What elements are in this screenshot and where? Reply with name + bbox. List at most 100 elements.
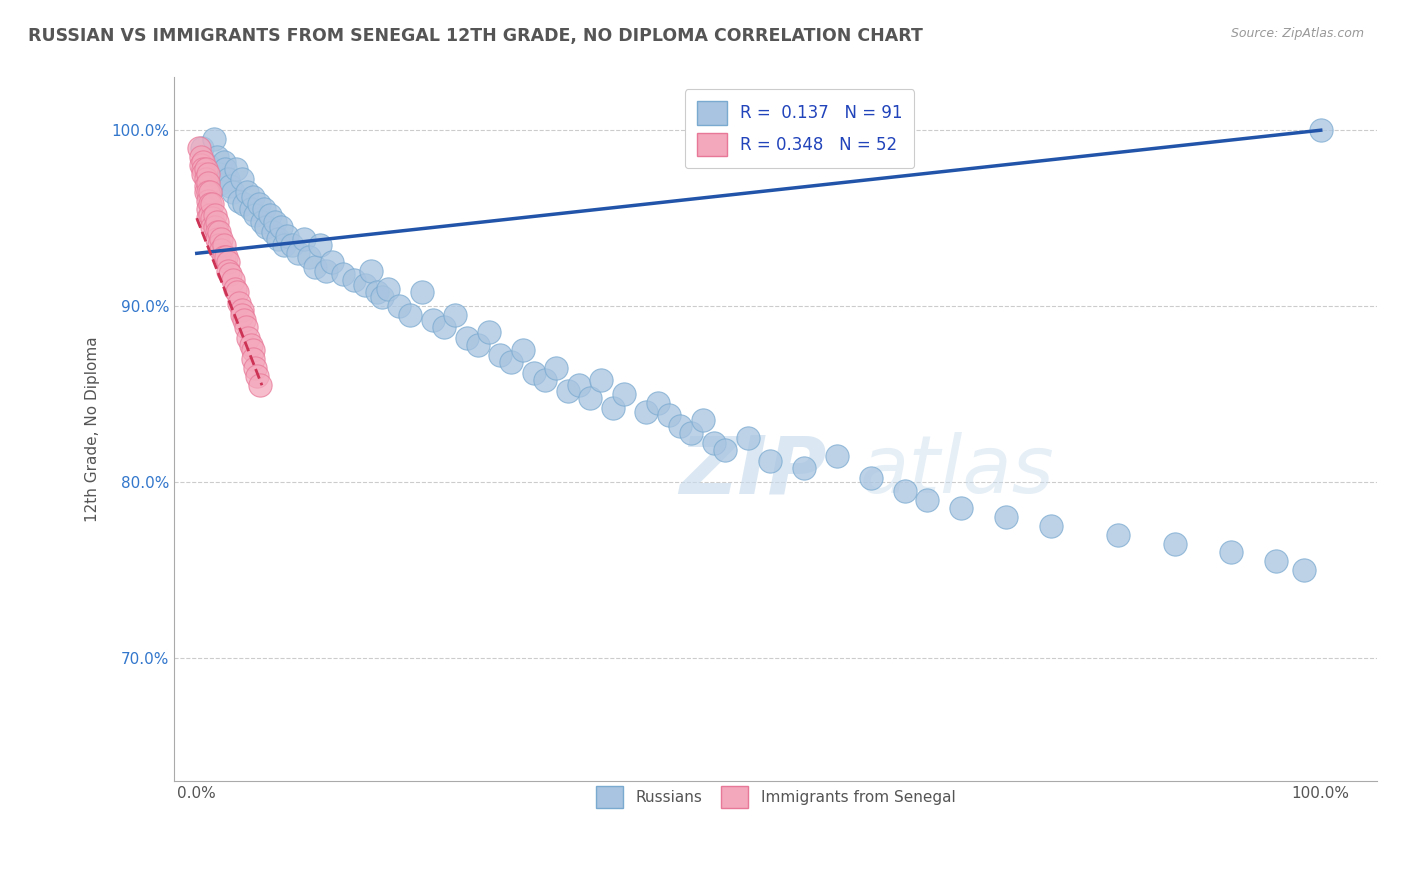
Point <box>534 373 557 387</box>
Point <box>591 373 613 387</box>
Point <box>208 225 231 239</box>
Point <box>489 348 512 362</box>
Point <box>388 299 411 313</box>
Point <box>197 176 219 190</box>
Point <box>669 418 692 433</box>
Point <box>200 197 222 211</box>
Point <box>242 343 264 357</box>
Point <box>201 219 224 234</box>
Point <box>270 219 292 234</box>
Text: atlas: atlas <box>860 433 1054 510</box>
Point <box>478 326 501 340</box>
Point <box>259 208 281 222</box>
Point <box>197 158 219 172</box>
Point <box>188 141 211 155</box>
Point <box>217 264 239 278</box>
Point <box>321 255 343 269</box>
Point <box>194 172 217 186</box>
Point <box>225 161 247 176</box>
Point <box>211 243 233 257</box>
Point <box>658 408 681 422</box>
Point <box>264 215 287 229</box>
Point <box>647 396 669 410</box>
Point <box>222 185 245 199</box>
Point <box>239 202 262 217</box>
Point <box>456 331 478 345</box>
Point <box>191 141 214 155</box>
Point <box>546 360 568 375</box>
Point <box>737 431 759 445</box>
Point <box>360 264 382 278</box>
Point <box>332 268 354 282</box>
Text: Source: ZipAtlas.com: Source: ZipAtlas.com <box>1230 27 1364 40</box>
Point <box>211 232 233 246</box>
Point <box>235 320 257 334</box>
Point <box>197 185 219 199</box>
Point <box>208 167 231 181</box>
Point <box>262 225 284 239</box>
Point <box>256 219 278 234</box>
Point <box>211 176 233 190</box>
Point <box>309 237 332 252</box>
Point <box>204 219 226 234</box>
Point <box>197 194 219 208</box>
Point <box>231 302 253 317</box>
Y-axis label: 12th Grade, No Diploma: 12th Grade, No Diploma <box>86 336 100 522</box>
Point <box>273 237 295 252</box>
Point <box>250 215 273 229</box>
Point <box>242 190 264 204</box>
Point <box>1039 519 1062 533</box>
Point <box>613 387 636 401</box>
Point <box>239 338 262 352</box>
Point <box>894 483 917 498</box>
Point <box>205 150 228 164</box>
Point <box>200 167 222 181</box>
Point <box>512 343 534 357</box>
Point <box>315 264 337 278</box>
Point <box>247 197 270 211</box>
Legend: Russians, Immigrants from Senegal: Russians, Immigrants from Senegal <box>588 779 963 815</box>
Point <box>226 285 249 299</box>
Point <box>222 273 245 287</box>
Point <box>411 285 433 299</box>
Point <box>214 161 236 176</box>
Point <box>249 378 271 392</box>
Point <box>692 413 714 427</box>
Point <box>193 167 215 181</box>
Point <box>422 313 444 327</box>
Point <box>205 225 228 239</box>
Point <box>703 436 725 450</box>
Point <box>287 246 309 260</box>
Point <box>266 232 288 246</box>
Text: RUSSIAN VS IMMIGRANTS FROM SENEGAL 12TH GRADE, NO DIPLOMA CORRELATION CHART: RUSSIAN VS IMMIGRANTS FROM SENEGAL 12TH … <box>28 27 922 45</box>
Point <box>636 404 658 418</box>
Point <box>215 250 238 264</box>
Point <box>212 237 235 252</box>
Point <box>579 391 602 405</box>
Point <box>298 250 321 264</box>
Point <box>236 185 259 199</box>
Point <box>212 154 235 169</box>
Point <box>204 208 226 222</box>
Point <box>467 338 489 352</box>
Point <box>1219 545 1241 559</box>
Point <box>228 295 250 310</box>
Point <box>217 255 239 269</box>
Point <box>205 215 228 229</box>
Point <box>201 197 224 211</box>
Point <box>194 185 217 199</box>
Point <box>233 197 256 211</box>
Point <box>759 454 782 468</box>
Point <box>200 185 222 199</box>
Point <box>304 260 326 275</box>
Point <box>681 425 703 440</box>
Point <box>827 449 849 463</box>
Point <box>197 167 219 181</box>
Point <box>371 290 394 304</box>
Point <box>377 281 399 295</box>
Point <box>523 366 546 380</box>
Point <box>242 351 264 366</box>
Point <box>246 369 269 384</box>
Point <box>399 308 422 322</box>
Point <box>194 161 217 176</box>
